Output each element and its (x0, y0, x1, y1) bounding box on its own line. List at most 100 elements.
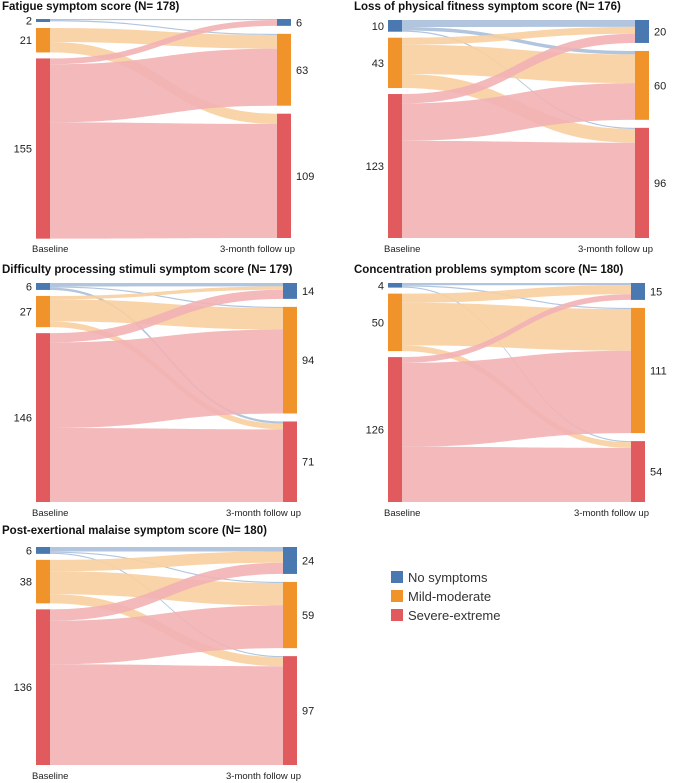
baseline-axis-label: Baseline (384, 244, 420, 255)
followup-value-severe-extreme: 109 (296, 171, 314, 183)
followup-value-severe-extreme: 97 (302, 706, 314, 718)
followup-node-mild-moderate (631, 307, 645, 434)
flow-severe-extreme-to-severe-extreme (50, 664, 283, 765)
followup-value-mild-moderate: 60 (654, 80, 666, 92)
baseline-node-severe-extreme (36, 333, 50, 502)
flow-no-symptoms-to-no-symptoms (50, 19, 277, 21)
baseline-node-no-symptoms (36, 283, 50, 290)
flow-mild-moderate-to-no-symptoms (50, 286, 283, 300)
flow-links (50, 19, 277, 239)
followup-node-mild-moderate (277, 33, 291, 106)
flow-no-symptoms-to-mild-moderate (402, 27, 635, 55)
panel-title: Loss of physical fitness symptom score (… (354, 1, 621, 13)
baseline-node-no-symptoms (36, 19, 50, 22)
followup-value-no-symptoms: 14 (302, 286, 314, 298)
flow-severe-extreme-to-no-symptoms (402, 294, 631, 363)
legend-label-mild-moderate: Mild-moderate (408, 589, 491, 604)
panel-title: Concentration problems symptom score (N=… (354, 264, 624, 276)
followup-axis-label: 3-month follow up (226, 508, 301, 519)
flow-links (50, 547, 283, 765)
flow-no-symptoms-to-no-symptoms (50, 283, 283, 287)
followup-value-severe-extreme: 96 (654, 178, 666, 190)
flow-severe-extreme-to-mild-moderate (402, 83, 635, 141)
followup-node-mild-moderate (283, 581, 297, 649)
followup-axis-label: 3-month follow up (578, 244, 653, 255)
baseline-value-mild-moderate: 27 (20, 307, 32, 319)
flow-severe-extreme-to-no-symptoms (50, 562, 283, 621)
flow-severe-extreme-to-mild-moderate (50, 329, 283, 428)
baseline-value-no-symptoms: 6 (26, 545, 32, 557)
legend-swatch-mild-moderate (391, 590, 403, 602)
legend: No symptoms Mild-moderate Severe-extreme (391, 570, 500, 623)
followup-node-no-symptoms (283, 283, 297, 299)
followup-node-severe-extreme (631, 441, 645, 502)
followup-node-mild-moderate (283, 306, 297, 414)
flow-severe-extreme-to-severe-extreme (402, 140, 635, 238)
followup-axis-label: 3-month follow up (220, 244, 295, 255)
baseline-node-mild-moderate (388, 37, 402, 89)
flow-no-symptoms-to-no-symptoms (402, 283, 631, 286)
followup-value-mild-moderate: 94 (302, 355, 314, 367)
flow-links (402, 283, 631, 502)
followup-value-severe-extreme: 71 (302, 457, 314, 469)
baseline-value-no-symptoms: 4 (378, 280, 384, 292)
sankey-panel-3: Difficulty processing stimuli symptom sc… (2, 264, 314, 519)
baseline-node-severe-extreme (36, 609, 50, 765)
baseline-node-no-symptoms (388, 283, 402, 288)
baseline-axis-label: Baseline (32, 771, 68, 782)
followup-value-no-symptoms: 20 (654, 26, 666, 38)
flow-no-symptoms-to-mild-moderate (50, 20, 277, 35)
flow-severe-extreme-to-no-symptoms (50, 289, 283, 343)
followup-node-no-symptoms (635, 20, 649, 43)
baseline-value-mild-moderate: 50 (372, 317, 384, 329)
followup-node-severe-extreme (635, 127, 649, 238)
baseline-value-no-symptoms: 10 (372, 21, 384, 33)
flow-severe-extreme-to-severe-extreme (50, 427, 283, 502)
flow-severe-extreme-to-no-symptoms (402, 33, 635, 104)
baseline-node-severe-extreme (388, 357, 402, 502)
baseline-value-mild-moderate: 43 (372, 58, 384, 70)
flow-no-symptoms-to-mild-moderate (50, 551, 283, 584)
followup-node-no-symptoms (631, 283, 645, 300)
legend-swatch-severe-extreme (391, 609, 403, 621)
flow-severe-extreme-to-mild-moderate (402, 350, 631, 447)
followup-value-mild-moderate: 63 (296, 65, 308, 77)
baseline-node-severe-extreme (36, 58, 50, 239)
followup-value-no-symptoms: 24 (302, 555, 314, 567)
baseline-value-no-symptoms: 6 (26, 281, 32, 293)
baseline-node-mild-moderate (388, 293, 402, 352)
sankey-panel-2: Loss of physical fitness symptom score (… (354, 1, 666, 255)
baseline-axis-label: Baseline (32, 244, 68, 255)
baseline-node-no-symptoms (388, 20, 402, 32)
flow-no-symptoms-to-no-symptoms (402, 20, 635, 28)
baseline-value-severe-extreme: 123 (366, 161, 384, 173)
followup-axis-label: 3-month follow up (574, 508, 649, 519)
followup-value-no-symptoms: 6 (296, 17, 302, 29)
baseline-value-severe-extreme: 146 (14, 413, 32, 425)
baseline-axis-label: Baseline (32, 508, 68, 519)
flow-no-symptoms-to-severe-extreme (50, 552, 283, 658)
baseline-node-mild-moderate (36, 295, 50, 328)
flow-severe-extreme-to-mild-moderate (50, 605, 283, 665)
followup-value-mild-moderate: 111 (650, 366, 667, 378)
flow-links (402, 20, 635, 238)
panel-title: Fatigue symptom score (N= 178) (2, 1, 180, 13)
sankey-panel-1: Fatigue symptom score (N= 178) 2 21 155 6 63 1… (2, 1, 314, 255)
baseline-value-severe-extreme: 126 (366, 425, 384, 437)
followup-node-no-symptoms (277, 19, 291, 26)
panel-title: Post-exertional malaise symptom score (N… (2, 525, 267, 537)
followup-node-severe-extreme (283, 656, 297, 765)
followup-value-mild-moderate: 59 (302, 610, 314, 622)
flow-mild-moderate-to-no-symptoms (402, 26, 635, 45)
followup-axis-label: 3-month follow up (226, 771, 301, 782)
followup-node-no-symptoms (283, 547, 297, 574)
sankey-panel-4: Concentration problems symptom score (N=… (354, 264, 667, 519)
flow-mild-moderate-to-no-symptoms (50, 551, 283, 572)
baseline-value-severe-extreme: 155 (14, 144, 32, 156)
followup-value-severe-extreme: 54 (650, 467, 662, 479)
followup-value-no-symptoms: 15 (650, 286, 662, 298)
legend-label-severe-extreme: Severe-extreme (408, 608, 500, 623)
panel-title: Difficulty processing stimuli symptom sc… (2, 264, 293, 276)
baseline-node-no-symptoms (36, 547, 50, 554)
